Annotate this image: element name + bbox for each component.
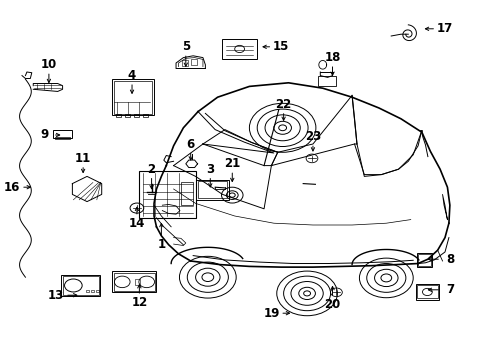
Text: 13: 13: [48, 289, 64, 302]
Text: 20: 20: [324, 298, 340, 311]
Bar: [415, 284, 438, 300]
Text: 22: 22: [275, 98, 291, 111]
Bar: [417, 254, 430, 266]
Text: 9: 9: [40, 129, 48, 141]
Bar: [134, 114, 139, 117]
Bar: [416, 285, 437, 298]
Bar: [135, 279, 140, 285]
Bar: [114, 81, 152, 114]
Bar: [86, 290, 89, 292]
Text: 18: 18: [324, 51, 340, 64]
Text: 3: 3: [206, 163, 214, 176]
Bar: [53, 130, 72, 138]
Bar: [416, 253, 431, 267]
Bar: [61, 275, 100, 296]
Text: 6: 6: [186, 138, 194, 150]
Text: 14: 14: [128, 217, 145, 230]
Text: 15: 15: [272, 40, 289, 53]
Bar: [195, 180, 228, 200]
Bar: [112, 271, 156, 292]
Bar: [125, 114, 130, 117]
Bar: [96, 290, 99, 292]
Text: 1: 1: [157, 238, 165, 251]
Bar: [112, 79, 154, 115]
Bar: [222, 39, 256, 59]
Bar: [116, 114, 121, 117]
Text: 12: 12: [131, 296, 147, 309]
Bar: [91, 290, 94, 292]
Text: 19: 19: [263, 307, 279, 320]
Bar: [190, 59, 196, 65]
Bar: [139, 171, 195, 218]
Text: 10: 10: [41, 58, 57, 71]
Bar: [55, 137, 70, 139]
Text: 21: 21: [224, 157, 240, 170]
Text: 23: 23: [304, 130, 321, 143]
Text: 4: 4: [128, 69, 136, 82]
Text: 2: 2: [147, 163, 155, 176]
Text: 16: 16: [4, 181, 20, 194]
Bar: [114, 273, 155, 291]
Bar: [317, 76, 336, 86]
Bar: [182, 60, 187, 66]
Text: 8: 8: [445, 253, 453, 266]
Bar: [197, 181, 226, 198]
Text: 11: 11: [75, 152, 91, 165]
Bar: [62, 276, 99, 295]
Text: 17: 17: [436, 22, 452, 35]
Bar: [142, 114, 147, 117]
Bar: [181, 182, 193, 205]
Text: 7: 7: [445, 283, 453, 296]
Text: 5: 5: [182, 40, 189, 53]
